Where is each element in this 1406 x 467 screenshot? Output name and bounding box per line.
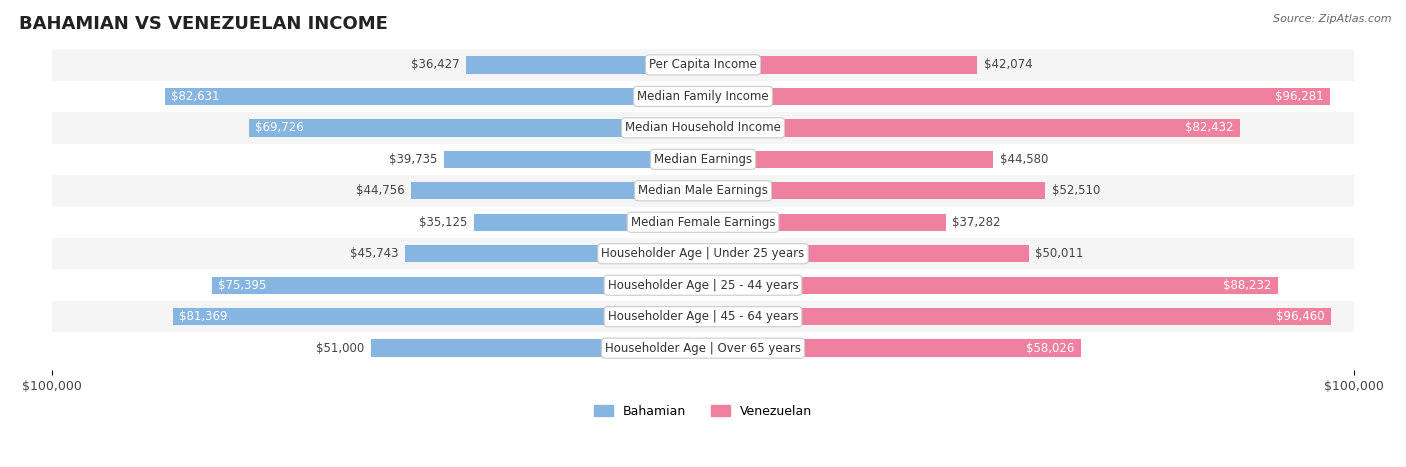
Legend: Bahamian, Venezuelan: Bahamian, Venezuelan bbox=[589, 400, 817, 423]
Text: Householder Age | Under 25 years: Householder Age | Under 25 years bbox=[602, 247, 804, 260]
Text: Median Earnings: Median Earnings bbox=[654, 153, 752, 166]
Bar bbox=[165, 88, 703, 105]
Bar bbox=[371, 340, 703, 357]
Bar bbox=[212, 276, 703, 294]
Text: $44,580: $44,580 bbox=[1000, 153, 1049, 166]
Text: Median Female Earnings: Median Female Earnings bbox=[631, 216, 775, 229]
Text: $82,432: $82,432 bbox=[1185, 121, 1233, 134]
Text: BAHAMIAN VS VENEZUELAN INCOME: BAHAMIAN VS VENEZUELAN INCOME bbox=[20, 15, 388, 33]
Bar bbox=[703, 88, 1330, 105]
Text: $42,074: $42,074 bbox=[984, 58, 1032, 71]
Text: $39,735: $39,735 bbox=[389, 153, 437, 166]
Bar bbox=[444, 151, 703, 168]
Text: $44,756: $44,756 bbox=[356, 184, 405, 197]
Bar bbox=[474, 213, 703, 231]
Bar bbox=[703, 151, 994, 168]
Bar bbox=[703, 340, 1081, 357]
Text: $75,395: $75,395 bbox=[218, 279, 267, 292]
Text: $50,011: $50,011 bbox=[1035, 247, 1084, 260]
Text: $35,125: $35,125 bbox=[419, 216, 468, 229]
Text: Median Household Income: Median Household Income bbox=[626, 121, 780, 134]
Text: $51,000: $51,000 bbox=[316, 342, 364, 354]
Bar bbox=[173, 308, 703, 325]
Bar bbox=[703, 119, 1240, 136]
Bar bbox=[52, 112, 1354, 143]
Bar bbox=[703, 182, 1045, 199]
Bar bbox=[52, 206, 1354, 238]
Bar bbox=[703, 56, 977, 74]
Text: Median Family Income: Median Family Income bbox=[637, 90, 769, 103]
Bar bbox=[703, 245, 1029, 262]
Bar bbox=[52, 49, 1354, 81]
Text: Householder Age | Over 65 years: Householder Age | Over 65 years bbox=[605, 342, 801, 354]
Text: Source: ZipAtlas.com: Source: ZipAtlas.com bbox=[1274, 14, 1392, 24]
Text: $82,631: $82,631 bbox=[172, 90, 219, 103]
Text: $36,427: $36,427 bbox=[411, 58, 460, 71]
Text: $69,726: $69,726 bbox=[256, 121, 304, 134]
Text: $58,026: $58,026 bbox=[1026, 342, 1074, 354]
Bar bbox=[52, 301, 1354, 333]
Bar bbox=[52, 143, 1354, 175]
Text: Median Male Earnings: Median Male Earnings bbox=[638, 184, 768, 197]
Bar bbox=[703, 276, 1278, 294]
Bar bbox=[52, 175, 1354, 206]
Bar bbox=[465, 56, 703, 74]
Bar bbox=[52, 269, 1354, 301]
Bar bbox=[52, 81, 1354, 112]
Bar bbox=[405, 245, 703, 262]
Text: $37,282: $37,282 bbox=[952, 216, 1001, 229]
Text: Householder Age | 25 - 44 years: Householder Age | 25 - 44 years bbox=[607, 279, 799, 292]
Text: Householder Age | 45 - 64 years: Householder Age | 45 - 64 years bbox=[607, 310, 799, 323]
Bar bbox=[412, 182, 703, 199]
Text: $96,460: $96,460 bbox=[1277, 310, 1324, 323]
Text: Per Capita Income: Per Capita Income bbox=[650, 58, 756, 71]
Bar bbox=[52, 333, 1354, 364]
Text: $88,232: $88,232 bbox=[1223, 279, 1271, 292]
Bar bbox=[52, 238, 1354, 269]
Bar bbox=[703, 213, 946, 231]
Text: $96,281: $96,281 bbox=[1275, 90, 1323, 103]
Text: $81,369: $81,369 bbox=[180, 310, 228, 323]
Bar bbox=[249, 119, 703, 136]
Text: $45,743: $45,743 bbox=[350, 247, 398, 260]
Text: $52,510: $52,510 bbox=[1052, 184, 1099, 197]
Bar bbox=[703, 308, 1331, 325]
